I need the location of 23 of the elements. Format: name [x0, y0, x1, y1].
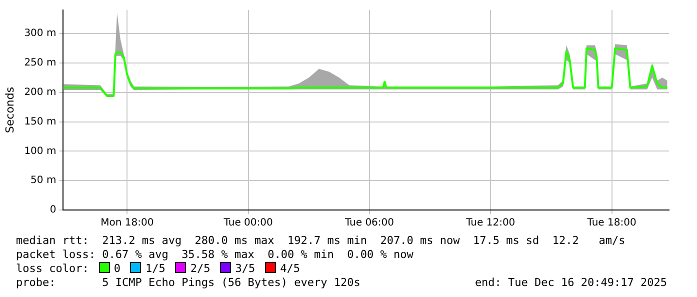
y-tick-label: 50 m	[30, 175, 56, 186]
legend-label: 1/5	[144, 262, 166, 275]
x-tick-label: Tue 06:00	[344, 218, 394, 229]
legend-label: 4/5	[279, 262, 300, 275]
x-tick-label: Tue 18:00	[586, 218, 636, 229]
legend-title: loss color:	[16, 262, 89, 275]
legend-label: 0	[112, 262, 120, 275]
y-tick-label: 200 m	[24, 86, 56, 98]
legend-label: 3/5	[234, 262, 256, 275]
y-axis-title: Seconds	[3, 86, 16, 134]
text: packet loss: 0.67 % avg 35.58 % max 0.00 % min 0.00 % now	[16, 248, 414, 261]
y-tick-label: 300 m	[24, 28, 56, 40]
y-tick-label: 250 m	[24, 58, 56, 69]
y-tick-label: 150 m	[24, 116, 56, 128]
text: probe: 5 ICMP Echo Pings (56 Bytes) every 120s	[16, 276, 360, 289]
y-tick-label: 0	[50, 204, 56, 216]
legend-label: 2/5	[189, 262, 210, 275]
x-tick-label: Tue 12:00	[465, 218, 516, 229]
y-tick-label: 100 m	[24, 146, 56, 157]
x-tick-label: Mon 18:00	[100, 218, 154, 229]
text: end: Tue Dec 16 20:49:17 2025	[474, 276, 667, 289]
text: median rtt: 213.2 ms avg 280.0 ms max 192.7 ms min 207.0 ms now 17.5 ms sd 12.2 am/s	[16, 234, 626, 247]
x-tick-label: Tue 00:00	[222, 218, 273, 229]
